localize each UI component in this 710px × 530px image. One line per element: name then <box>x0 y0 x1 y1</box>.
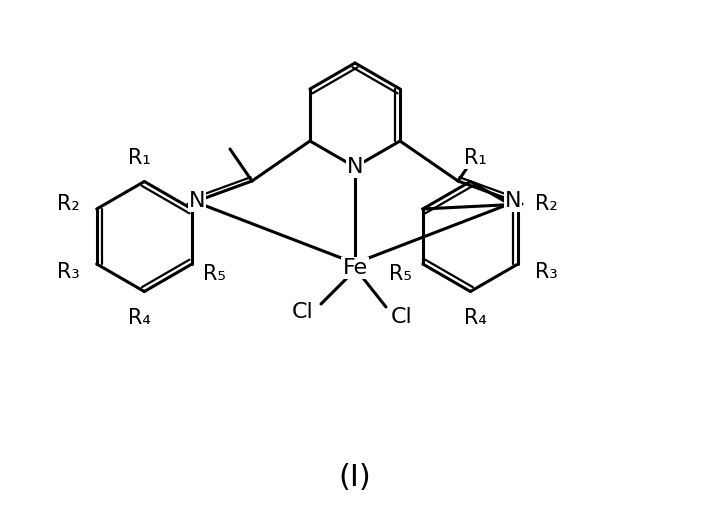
Text: R₄: R₄ <box>128 307 151 328</box>
Text: R₁: R₁ <box>464 147 487 167</box>
Text: R₂: R₂ <box>535 194 557 214</box>
Text: (I): (I) <box>339 464 371 492</box>
Text: R₃: R₃ <box>535 262 557 282</box>
Text: N: N <box>346 157 364 177</box>
Text: Fe: Fe <box>342 258 368 278</box>
Text: R₁: R₁ <box>128 147 151 167</box>
Text: R₄: R₄ <box>464 307 487 328</box>
Text: R₅: R₅ <box>202 264 225 284</box>
Text: R₃: R₃ <box>58 262 80 282</box>
Text: R₂: R₂ <box>58 194 80 214</box>
Text: Cl: Cl <box>391 307 413 327</box>
Text: N: N <box>505 191 521 211</box>
Text: Cl: Cl <box>292 302 314 322</box>
Text: N: N <box>189 191 205 211</box>
Text: R₅: R₅ <box>389 264 413 284</box>
